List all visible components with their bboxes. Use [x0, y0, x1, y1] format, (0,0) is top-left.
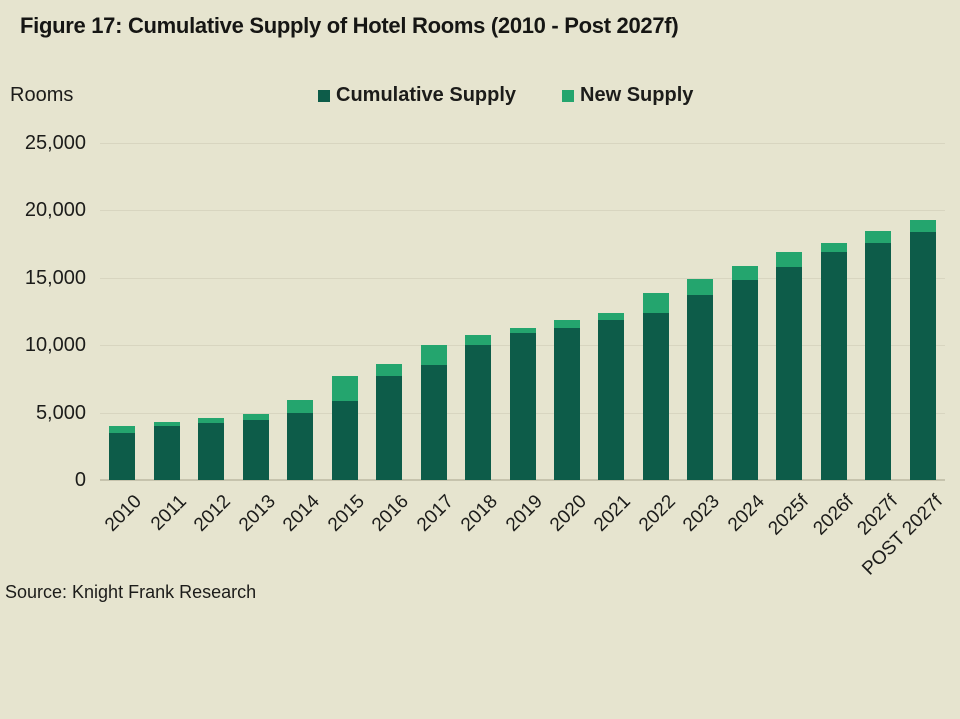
- gridline-20000: [100, 210, 945, 212]
- y-tick-label-25000: 25,000: [24, 132, 86, 154]
- bar-2024-cumulative-supply-segment: [731, 279, 758, 480]
- bar-2022-new-supply-segment: [642, 293, 669, 313]
- bar-2021: [598, 312, 625, 480]
- bar-2018-new-supply-segment: [465, 335, 492, 346]
- bar-2025f-new-supply-segment: [776, 252, 803, 268]
- bar-2027f: [865, 230, 892, 480]
- bar-2016: [376, 364, 403, 480]
- y-tick-label-20000: 20,000: [24, 199, 86, 222]
- source-note: Source: Knight Frank Research: [5, 582, 257, 602]
- bar-2014-cumulative-supply-segment: [287, 413, 314, 480]
- bar-2019-cumulative-supply-segment: [509, 333, 536, 480]
- bar-2025f: [776, 252, 803, 480]
- figure-17-hotel-rooms-chart: Figure 17: Cumulative Supply of Hotel Ro…: [5, 13, 947, 602]
- x-axis-line: [100, 479, 945, 481]
- bar-2025f-cumulative-supply-segment: [776, 267, 803, 480]
- bar-2015-new-supply-segment: [331, 376, 358, 402]
- bar-post-2027f-cumulative-supply-segment: [909, 231, 936, 480]
- bar-2014: [287, 400, 314, 480]
- bar-2010-cumulative-supply-segment: [109, 432, 136, 480]
- bar-2020-cumulative-supply-segment: [553, 327, 580, 480]
- bar-2013: [242, 413, 269, 480]
- bar-2026f: [820, 242, 847, 480]
- bar-2018: [465, 335, 492, 480]
- bar-2021-new-supply-segment: [598, 312, 625, 320]
- legend-marker-new-supply-icon: [562, 89, 575, 102]
- y-axis-unit-label: Rooms: [10, 84, 74, 106]
- legend-label-cumulative-supply: Cumulative Supply: [336, 84, 517, 106]
- bar-2023-new-supply-segment: [687, 279, 714, 295]
- bar-2014-new-supply-segment: [287, 400, 314, 414]
- bar-2016-new-supply-segment: [376, 364, 403, 377]
- bar-2011-cumulative-supply-segment: [153, 426, 180, 480]
- bar-2017: [420, 344, 447, 480]
- gridline-15000: [100, 277, 945, 279]
- bar-post-2027f-new-supply-segment: [909, 219, 936, 232]
- bar-2011-new-supply-segment: [153, 422, 180, 427]
- legend-marker-cumulative-supply-icon: [318, 89, 330, 102]
- bar-2026f-cumulative-supply-segment: [820, 252, 847, 480]
- figure-title: Figure 17: Cumulative Supply of Hotel Ro…: [20, 13, 679, 38]
- bar-2020: [553, 319, 580, 480]
- bar-2024: [731, 266, 758, 480]
- bar-2012-cumulative-supply-segment: [198, 422, 225, 480]
- bar-2017-cumulative-supply-segment: [420, 365, 447, 480]
- bar-2026f-new-supply-segment: [820, 242, 847, 253]
- legend-item-cumulative-supply: Cumulative Supply: [318, 84, 516, 107]
- legend-item-new-supply: New Supply: [562, 84, 693, 107]
- bar-2013-cumulative-supply-segment: [242, 420, 269, 480]
- bar-2016-cumulative-supply-segment: [376, 376, 403, 480]
- bar-2019-new-supply-segment: [509, 328, 536, 334]
- bar-2019: [509, 328, 536, 480]
- bar-2021-cumulative-supply-segment: [598, 319, 625, 480]
- bar-2023: [687, 279, 714, 480]
- bar-2012: [198, 418, 225, 480]
- bar-2020-new-supply-segment: [553, 319, 580, 328]
- bar-2012-new-supply-segment: [198, 418, 225, 423]
- bar-2018-cumulative-supply-segment: [465, 345, 492, 480]
- gridline-25000: [100, 143, 945, 144]
- bar-2022-cumulative-supply-segment: [642, 312, 669, 480]
- chart-legend: Cumulative Supply New Supply: [318, 84, 693, 107]
- y-tick-label-0: 0: [74, 469, 86, 491]
- bar-2013-new-supply-segment: [242, 413, 269, 421]
- bar-2010-new-supply-segment: [109, 426, 136, 433]
- bar-2024-new-supply-segment: [731, 266, 758, 280]
- bar-2015-cumulative-supply-segment: [331, 401, 358, 480]
- y-tick-label-15000: 15,000: [24, 266, 86, 289]
- bar-2023-cumulative-supply-segment: [687, 294, 714, 480]
- bar-2015: [331, 376, 358, 480]
- bar-2022: [642, 293, 669, 480]
- y-tick-label-10000: 10,000: [24, 334, 86, 357]
- bar-2027f-new-supply-segment: [865, 230, 892, 244]
- bar-2010: [109, 426, 136, 480]
- y-tick-label-5000: 5,000: [35, 401, 86, 424]
- bar-2017-new-supply-segment: [420, 344, 447, 366]
- bar-post-2027f: [909, 219, 936, 480]
- plot-area: [100, 143, 945, 481]
- bar-2011: [153, 422, 180, 480]
- legend-label-new-supply: New Supply: [580, 84, 694, 106]
- bar-2027f-cumulative-supply-segment: [865, 243, 892, 480]
